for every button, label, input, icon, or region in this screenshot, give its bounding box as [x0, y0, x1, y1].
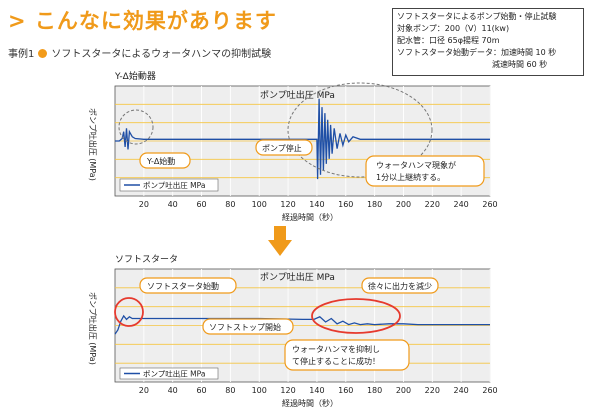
x-tick-label: 120	[280, 386, 295, 395]
x-tick-label: 140	[309, 200, 324, 209]
spec-line-pipe: 配水管：口径 65φ揚程 70m	[397, 36, 500, 45]
case-label: 事例1	[8, 49, 35, 60]
chart2-callout-decrease-text: 徐々に出力を減少	[368, 281, 432, 291]
x-tick-label: 180	[367, 386, 382, 395]
x-tick-label: 100	[252, 386, 267, 395]
chart1-callout-pumpstop: ポンプ停止	[255, 139, 313, 156]
chart2-ylabel: ポンプ吐出圧 (MPa)	[88, 292, 98, 365]
x-tick-label: 200	[396, 200, 411, 209]
chart1-legend: ポンプ吐出圧 MPa	[119, 178, 219, 192]
x-tick-label: 60	[196, 386, 206, 395]
chart2-legend: ポンプ吐出圧 MPa	[119, 367, 219, 380]
chart2-stop-ellipse	[311, 298, 401, 334]
chart2-start-ellipse	[114, 297, 144, 327]
chart2-legend-label: ポンプ吐出圧 MPa	[143, 369, 205, 379]
x-tick-label: 260	[482, 200, 497, 209]
chart2-callout-softstop: ソフトストップ開始	[202, 318, 294, 335]
chart1-callout-ydelta-text: Y-Δ始動	[146, 156, 175, 166]
page-title: > こんなに効果があります	[8, 9, 277, 33]
spec-line-pump: 対象ポンプ：200（V）11(kw)	[397, 24, 510, 33]
x-tick-label: 40	[168, 386, 178, 395]
chart2-x-ticks: 20 40 60 80 100 120 140 160 180 200 220 240 260	[139, 386, 498, 395]
chart2-callout-decrease: 徐々に出力を減少	[361, 277, 439, 294]
x-tick-label: 40	[168, 200, 178, 209]
chart2-title: ポンプ吐出圧 MPa	[260, 271, 335, 283]
x-tick-label: 120	[280, 200, 295, 209]
x-tick-label: 180	[367, 200, 382, 209]
x-tick-label: 220	[425, 386, 440, 395]
x-tick-label: 100	[252, 200, 267, 209]
case-heading: 事例1 ソフトスタータによるウォータハンマの抑制試験	[8, 45, 271, 60]
chart1-callout-pumpstop-text: ポンプ停止	[262, 143, 302, 153]
chart2-callout-softstop-text: ソフトストップ開始	[209, 322, 281, 332]
spec-line-accel: ソフトスタータ始動データ：加速時間 10 秒	[397, 48, 557, 57]
x-tick-label: 160	[338, 200, 353, 209]
down-arrow-icon	[268, 226, 292, 256]
chart1-series-line	[115, 98, 490, 180]
chart1-startup-ellipse	[118, 109, 154, 145]
x-tick-label: 200	[396, 386, 411, 395]
chart1-hammer-ellipse	[287, 82, 433, 178]
chart2-label: ソフトスタータ	[115, 254, 178, 265]
spec-line-decel: 減速時間 60 秒	[492, 60, 548, 69]
x-tick-label: 140	[309, 386, 324, 395]
chart1-callout-ydelta: Y-Δ始動	[139, 152, 191, 169]
chart2-xlabel: 経過時間（秒）	[282, 398, 338, 408]
x-tick-label: 260	[482, 386, 497, 395]
chart2-callout-start: ソフトスタータ始動	[139, 277, 237, 294]
x-tick-label: 60	[196, 200, 206, 209]
chart2-series-line	[114, 314, 490, 335]
x-tick-label: 160	[338, 386, 353, 395]
chart2-callout-start-text: ソフトスタータ始動	[147, 281, 219, 291]
spec-box: ソフトスタータによるポンプ始動・停止試験 対象ポンプ：200（V）11(kw) …	[392, 8, 584, 76]
chart1-legend-label: ポンプ吐出圧 MPa	[143, 180, 205, 190]
chart1-callout-hammer-text: ウォータハンマ現象が 1分以上継続する。	[376, 160, 456, 182]
chart1-title: ポンプ吐出圧 MPa	[260, 89, 335, 101]
x-tick-label: 240	[454, 200, 469, 209]
x-tick-label: 220	[425, 200, 440, 209]
chart1-label: Y-Δ始動器	[114, 70, 156, 82]
chart1-x-ticks: 20 40 60 80 100 120 140 160 180 200 220 240 260	[139, 200, 498, 209]
chart1-callout-hammer: ウォータハンマ現象が 1分以上継続する。	[365, 155, 485, 187]
chart1-xlabel: 経過時間（秒）	[282, 212, 338, 222]
chart2-callout-success-text: ウォータハンマを抑制して停止することに成功！	[292, 344, 380, 366]
x-tick-label: 80	[225, 200, 235, 209]
spec-title: ソフトスタータによるポンプ始動・停止試験	[397, 12, 557, 21]
x-tick-label: 240	[454, 386, 469, 395]
x-tick-label: 80	[225, 386, 235, 395]
chart1-ylabel: ポンプ吐出圧 (MPa)	[88, 108, 98, 181]
chart2-callout-success: ウォータハンマを抑制して停止することに成功！	[284, 339, 410, 371]
x-tick-label: 20	[139, 200, 149, 209]
chart1-grid	[115, 86, 491, 196]
x-tick-label: 20	[139, 386, 149, 395]
bullet-dot-icon	[38, 49, 48, 58]
case-text: ソフトスタータによるウォータハンマの抑制試験	[51, 49, 272, 60]
